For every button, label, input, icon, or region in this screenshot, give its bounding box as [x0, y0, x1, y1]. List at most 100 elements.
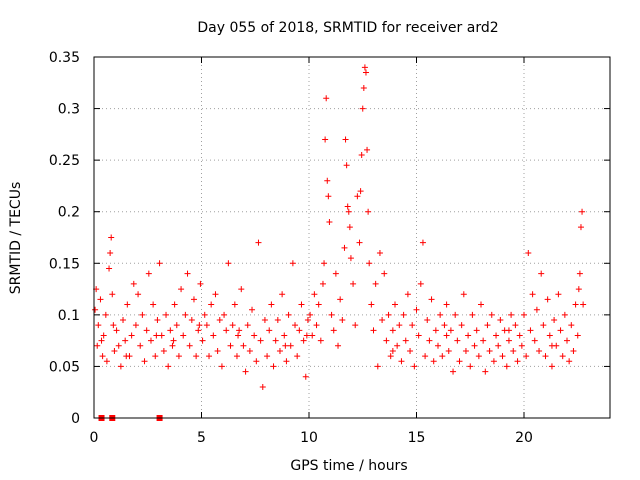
data-point	[206, 353, 213, 360]
data-point	[557, 327, 564, 334]
data-point	[561, 311, 568, 318]
data-point	[111, 347, 118, 354]
y-tick-label: 0.2	[58, 205, 80, 221]
data-point	[264, 353, 271, 360]
data-points	[92, 64, 587, 421]
data-point	[409, 322, 416, 329]
data-point	[342, 136, 349, 143]
data-point	[130, 280, 137, 287]
data-point	[456, 358, 463, 365]
data-point	[229, 322, 236, 329]
data-point	[473, 327, 480, 334]
data-point	[294, 353, 301, 360]
data-point	[488, 311, 495, 318]
data-point	[364, 146, 371, 153]
y-axis-label: SRMTID / TECUs	[8, 182, 24, 295]
data-point	[128, 332, 135, 339]
data-point	[413, 306, 420, 313]
data-point	[227, 342, 234, 349]
data-point	[432, 327, 439, 334]
data-point	[94, 342, 101, 349]
data-point	[411, 363, 418, 370]
data-point	[323, 95, 330, 102]
data-point	[167, 327, 174, 334]
data-point	[510, 347, 517, 354]
data-point	[238, 286, 245, 293]
data-point	[458, 322, 465, 329]
data-point	[292, 322, 299, 329]
data-point	[544, 296, 551, 303]
data-point	[268, 301, 275, 308]
data-point	[141, 358, 148, 365]
y-tick-label: 0.1	[58, 308, 80, 324]
y-tick-label: 0.05	[49, 359, 80, 375]
data-point	[95, 322, 102, 329]
data-point	[242, 368, 249, 375]
data-point	[225, 260, 232, 267]
data-point	[330, 327, 337, 334]
data-point	[218, 363, 225, 370]
data-point	[279, 291, 286, 298]
data-point	[381, 270, 388, 277]
data-point	[495, 342, 502, 349]
data-point	[274, 317, 281, 324]
data-point	[568, 322, 575, 329]
data-point	[335, 342, 342, 349]
data-point	[231, 301, 238, 308]
data-point	[196, 322, 203, 329]
data-point	[482, 368, 489, 375]
data-point	[426, 337, 433, 344]
data-point	[372, 280, 379, 287]
data-point	[296, 327, 303, 334]
data-point	[370, 327, 377, 334]
data-point	[422, 353, 429, 360]
data-point	[233, 353, 240, 360]
data-point	[272, 337, 279, 344]
data-point	[315, 301, 322, 308]
y-tick-label: 0.3	[58, 102, 80, 118]
data-point	[324, 177, 331, 184]
data-point	[236, 327, 243, 334]
data-point	[490, 358, 497, 365]
data-point	[452, 311, 459, 318]
data-point	[525, 249, 532, 256]
data-point	[313, 322, 320, 329]
data-point	[203, 322, 210, 329]
data-point	[285, 311, 292, 318]
data-point	[150, 301, 157, 308]
data-point	[103, 358, 110, 365]
data-point	[201, 311, 208, 318]
data-point	[430, 358, 437, 365]
data-point	[98, 337, 105, 344]
data-point	[266, 327, 273, 334]
data-point	[235, 332, 242, 339]
data-point	[484, 322, 491, 329]
data-point	[253, 358, 260, 365]
data-point	[309, 332, 316, 339]
data-point	[417, 280, 424, 287]
chart-title: Day 055 of 2018, SRMTID for receiver ard…	[197, 20, 498, 36]
data-point	[368, 301, 375, 308]
data-point	[359, 105, 366, 112]
data-point	[311, 291, 318, 298]
data-point	[171, 301, 178, 308]
data-point	[109, 291, 116, 298]
data-point	[454, 337, 461, 344]
data-point	[404, 291, 411, 298]
data-point	[120, 317, 127, 324]
data-point	[122, 337, 129, 344]
data-point	[505, 327, 512, 334]
data-point	[475, 353, 482, 360]
data-point	[97, 296, 104, 303]
data-point	[337, 296, 344, 303]
data-point	[102, 311, 109, 318]
data-point	[325, 193, 332, 200]
data-point	[374, 363, 381, 370]
data-point	[555, 291, 562, 298]
data-point	[572, 301, 579, 308]
data-point	[478, 301, 484, 308]
data-point	[379, 317, 386, 324]
data-point	[341, 244, 348, 251]
data-point	[437, 311, 444, 318]
data-point	[343, 162, 350, 169]
